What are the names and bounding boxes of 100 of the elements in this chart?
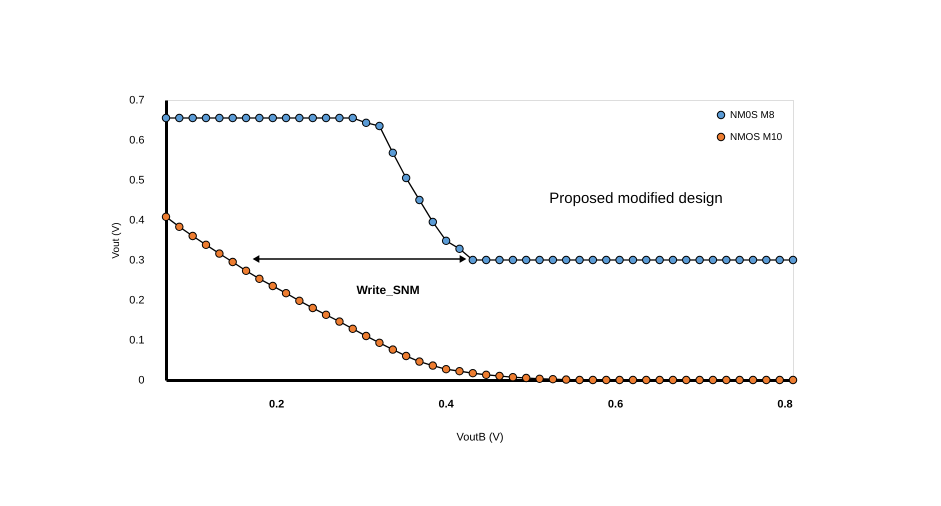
point [482, 370, 490, 379]
point [495, 256, 504, 264]
point [255, 274, 264, 283]
point [428, 361, 438, 370]
point [668, 256, 678, 264]
point [242, 114, 250, 122]
point [255, 114, 264, 122]
point [722, 376, 731, 384]
point [642, 376, 650, 384]
point [535, 256, 544, 264]
point [575, 256, 584, 264]
point [228, 258, 237, 266]
point [655, 376, 664, 384]
point [295, 114, 304, 122]
point [508, 373, 518, 382]
point [215, 114, 224, 122]
point [295, 296, 304, 305]
point [535, 374, 544, 383]
point [682, 256, 690, 264]
point [348, 324, 357, 333]
point [375, 338, 384, 347]
point [202, 114, 210, 122]
point [415, 196, 424, 204]
point [762, 376, 771, 384]
point [175, 114, 184, 122]
point [175, 222, 184, 231]
point [748, 376, 758, 384]
point [188, 232, 197, 240]
point [362, 118, 370, 127]
annotation: Proposed modified design [549, 190, 723, 207]
point [322, 310, 330, 319]
point [775, 256, 784, 264]
point [708, 256, 718, 264]
point [575, 376, 584, 384]
point [522, 374, 530, 382]
point [588, 376, 598, 384]
point [788, 376, 798, 384]
point [442, 236, 450, 245]
point [628, 376, 638, 384]
point [695, 376, 704, 384]
point [548, 256, 558, 264]
y-tick-label: 0.6 [129, 134, 144, 146]
point [695, 256, 704, 264]
point [268, 114, 277, 122]
y-tick-label: 0.5 [129, 174, 144, 186]
point [162, 114, 170, 122]
y-tick-label: 0.3 [129, 254, 144, 266]
y-tick-label: 0.1 [129, 334, 144, 346]
x-tick-label: 0.2 [269, 398, 284, 410]
point [735, 376, 744, 384]
point [615, 376, 624, 384]
point [495, 372, 504, 380]
point [455, 367, 464, 376]
point [228, 114, 237, 122]
point [522, 256, 530, 264]
point [268, 282, 277, 290]
point [588, 256, 598, 264]
point [722, 256, 731, 264]
y-tick-label: 0.7 [129, 94, 144, 106]
point [428, 218, 438, 226]
point [615, 256, 624, 264]
point [562, 375, 570, 384]
point [668, 376, 678, 384]
point [562, 256, 570, 264]
point [188, 114, 197, 122]
point [708, 376, 718, 384]
y-tick-label: 0.2 [129, 294, 144, 306]
point [202, 240, 210, 249]
x-tick-label: 0.8 [777, 398, 793, 410]
point [602, 256, 610, 264]
point [322, 114, 330, 122]
point [468, 256, 478, 264]
point [468, 369, 478, 378]
point [748, 256, 758, 264]
point [388, 148, 398, 157]
legend-label: NMOS M10 [730, 132, 783, 143]
point [335, 317, 344, 326]
point [415, 357, 424, 366]
y-tick-label: 0.4 [129, 214, 144, 226]
point [642, 256, 650, 264]
point [508, 256, 518, 264]
point [442, 365, 450, 374]
point [335, 114, 344, 122]
point [362, 332, 370, 340]
point [762, 256, 771, 264]
point [402, 352, 410, 360]
point [308, 114, 317, 122]
point [602, 376, 610, 384]
point [735, 256, 744, 264]
y-axis-title: Vout (V) [111, 222, 122, 259]
x-axis-title: VoutB (V) [456, 432, 504, 444]
point [215, 249, 224, 258]
point [775, 376, 784, 384]
legend-label: NM0S M8 [730, 110, 775, 121]
x-tick-label: 0.6 [608, 398, 624, 410]
point [282, 289, 290, 298]
annotation: Write_SNM [356, 283, 420, 297]
point [162, 212, 170, 221]
y-tick-label: 0 [138, 374, 144, 386]
point [655, 256, 664, 264]
